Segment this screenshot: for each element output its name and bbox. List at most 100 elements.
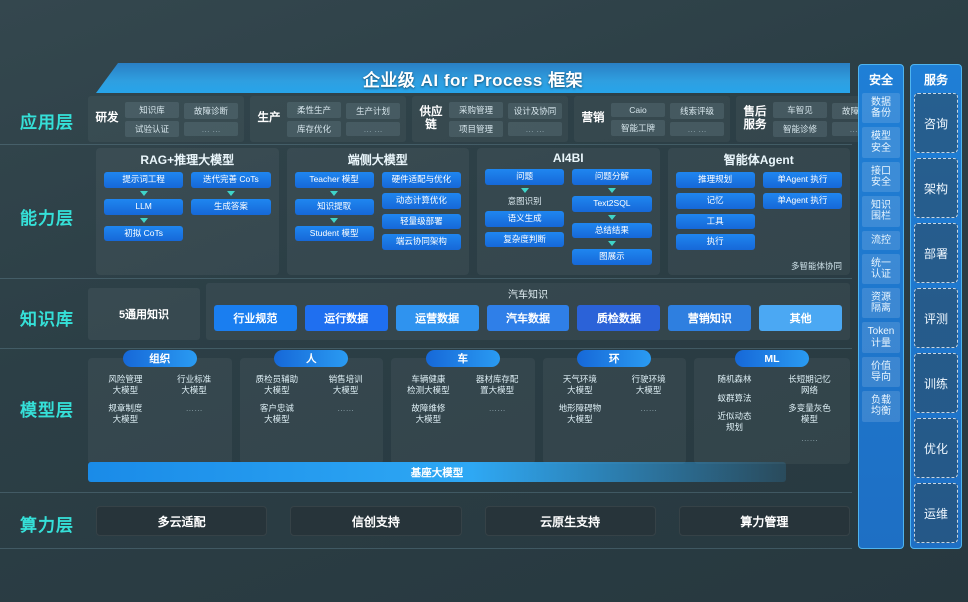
app-chip-column: 知识库 试验认证	[125, 101, 179, 137]
model-card-column: 随机森林 蚁群算法 近似动态 规划	[700, 374, 769, 443]
app-chip-column: Caio 智能工牌	[611, 102, 665, 136]
capability-node[interactable]: 生成答案	[191, 198, 271, 215]
capability-node[interactable]: 动态计算优化	[381, 192, 461, 209]
app-chip[interactable]: 柔性生产	[287, 101, 341, 118]
capability-node[interactable]: 记忆	[675, 192, 755, 209]
security-item[interactable]: 流控	[862, 230, 900, 250]
app-chip[interactable]: 智能诊修	[773, 120, 827, 137]
app-chip[interactable]: … …	[670, 121, 724, 136]
knowledge-chip[interactable]: 营销知识	[668, 305, 752, 331]
capability-node[interactable]: 迭代完善 CoTs	[191, 172, 271, 188]
security-item[interactable]: 接口 安全	[862, 161, 900, 193]
app-chip[interactable]: 采购管理	[449, 101, 503, 118]
model-item: ……	[488, 403, 506, 414]
capability-node[interactable]: 知识提取	[294, 198, 374, 215]
service-item[interactable]: 优化	[914, 418, 958, 478]
service-item[interactable]: 咨询	[914, 93, 958, 153]
app-chip[interactable]: 智能工牌	[611, 119, 665, 136]
capability-left-column: 推理规划记忆工具执行	[675, 172, 755, 251]
app-chip[interactable]: 试验认证	[125, 120, 179, 137]
capability-node[interactable]: 问题分解	[572, 169, 652, 185]
compute-box[interactable]: 信创支持	[290, 506, 462, 536]
app-chip[interactable]: 设计及协同	[508, 102, 562, 119]
capability-node[interactable]: 意图识别	[507, 195, 542, 206]
capability-node[interactable]: 图展示	[572, 249, 652, 266]
security-item[interactable]: 统一 认证	[862, 253, 900, 285]
layer-label-model: 模型层	[20, 401, 74, 420]
capability-card-body: 提示词工程 LLM 初拟 CoTs 迭代完善 CoTs 生成答案	[96, 172, 279, 242]
capability-node[interactable]: 总结结果	[572, 222, 652, 239]
capability-left-column: 问题意图识别语义生成复杂度判断	[485, 169, 565, 265]
capability-node[interactable]: 端云协同架构	[381, 234, 461, 251]
capability-node[interactable]: 轻量级部署	[381, 213, 461, 230]
app-chip[interactable]: 故障诊断	[184, 102, 238, 119]
service-item[interactable]: 运维	[914, 483, 958, 543]
capability-node[interactable]: 工具	[675, 213, 755, 230]
app-chip-column: 线索评级 … …	[670, 102, 724, 136]
service-item[interactable]: 训练	[914, 353, 958, 413]
security-item[interactable]: 价值 导向	[862, 356, 900, 388]
capability-node[interactable]: Student 模型	[294, 225, 374, 242]
app-chip[interactable]: … …	[346, 121, 400, 136]
capability-node[interactable]: Teacher 模型	[294, 172, 374, 188]
knowledge-chip[interactable]: 质检数据	[577, 305, 661, 331]
capability-card-body: 推理规划 记忆 工具 执行 单Agent 执行 单Agent 执行	[668, 172, 851, 251]
app-chip[interactable]: Caio	[611, 102, 665, 117]
capability-right-column: 问题分解 Text2SQL 总结结果图展示	[572, 169, 652, 266]
app-chip-column: 柔性生产 库存优化	[287, 101, 341, 137]
capability-node[interactable]: 提示词工程	[104, 172, 184, 188]
knowledge-chip[interactable]: 其他	[759, 305, 843, 331]
arrow-down-icon	[520, 187, 529, 193]
compute-box[interactable]: 云原生支持	[484, 506, 656, 536]
security-item[interactable]: 资源 隔离	[862, 288, 900, 319]
app-chip[interactable]: 项目管理	[449, 120, 503, 137]
model-card-pill: 人	[274, 350, 349, 367]
capability-node[interactable]: 推理规划	[675, 172, 755, 188]
security-item[interactable]: 数据 备份	[862, 93, 900, 124]
capability-node[interactable]: 执行	[675, 234, 755, 251]
model-item: 故障维修 大模型	[411, 403, 446, 424]
app-chip[interactable]: 生产计划	[346, 102, 400, 119]
app-group-供应链: 供应链 采购管理 项目管理 设计及协同 … …	[412, 96, 568, 142]
capability-node[interactable]: 硬件适配与优化	[381, 172, 461, 188]
app-chip[interactable]: 库存优化	[287, 120, 341, 137]
model-item: ……	[801, 432, 818, 443]
knowledge-chip[interactable]: 行业规范	[214, 305, 297, 331]
capability-node[interactable]: 问题	[485, 169, 565, 185]
capability-node[interactable]: LLM	[104, 198, 184, 215]
app-chip[interactable]: 线索评级	[670, 102, 724, 119]
security-item[interactable]: 模型 安全	[862, 127, 900, 158]
service-item[interactable]: 架构	[914, 158, 958, 218]
service-item[interactable]: 评测	[914, 288, 958, 348]
capability-card-title: 端侧大模型	[347, 153, 408, 167]
compute-box[interactable]: 多云适配	[96, 506, 268, 536]
app-group-title: 研发	[95, 112, 119, 125]
knowledge-chip[interactable]: 汽车数据	[486, 305, 570, 331]
knowledge-chip[interactable]: 运营数据	[395, 305, 479, 331]
knowledge-chip[interactable]: 运行数据	[304, 305, 388, 331]
app-chip[interactable]: … …	[508, 121, 562, 136]
security-item[interactable]: 知识 围栏	[862, 196, 900, 227]
model-card-环: 环天气环境 大模型 地形障碍物 大模型 行驶环境 大模型……	[542, 350, 686, 464]
compute-box[interactable]: 算力管理	[678, 506, 850, 536]
service-column-title: 服务	[923, 73, 948, 87]
capability-card-4: 智能体Agent 推理规划 记忆 工具 执行 单Agent 执行 单Agent 执行 多智能体…	[667, 148, 851, 275]
model-item: 地形障碍物 大模型	[558, 403, 602, 424]
model-card-column: 天气环境 大模型 地形障碍物 大模型	[549, 374, 612, 425]
model-item: 质检员辅助 大模型	[255, 374, 299, 395]
model-card-pill: 车	[425, 350, 500, 367]
security-item[interactable]: Token 计量	[862, 322, 900, 353]
app-chip[interactable]: 知识库	[125, 101, 179, 118]
capability-node[interactable]: 初拟 CoTs	[104, 225, 184, 242]
service-item[interactable]: 部署	[914, 223, 958, 283]
capability-node[interactable]: 复杂度判断	[485, 231, 565, 248]
capability-node[interactable]: 单Agent 执行	[762, 192, 842, 209]
security-column: 安全 数据 备份 模型 安全 接口 安全 知识 围栏 流控 统一 认证 资源 隔离 Token 计量 价值 导向…	[858, 64, 904, 549]
capability-node[interactable]: 单Agent 执行	[762, 172, 842, 188]
capability-node[interactable]: 语义生成	[485, 210, 565, 227]
model-item: ……	[337, 403, 355, 414]
capability-node[interactable]: Text2SQL	[572, 195, 652, 212]
app-chip[interactable]: … …	[184, 121, 238, 136]
app-chip[interactable]: 车智见	[773, 101, 827, 118]
security-item[interactable]: 负载 均衡	[862, 391, 900, 422]
